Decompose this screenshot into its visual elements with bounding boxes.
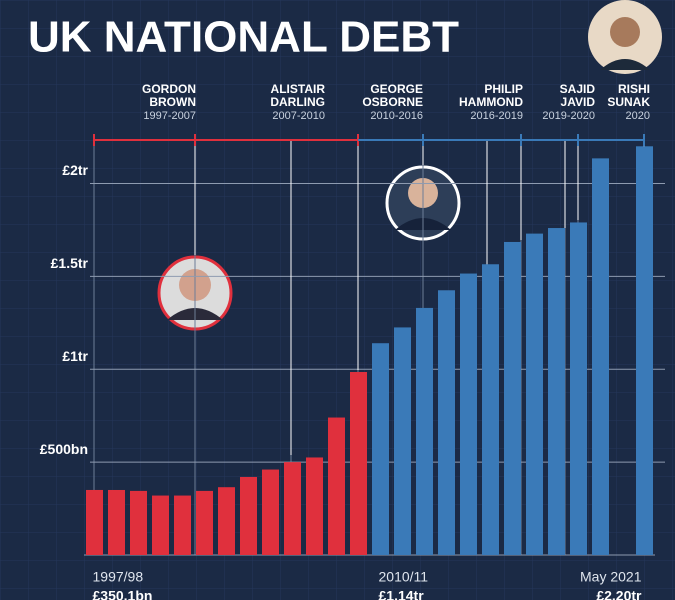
bar xyxy=(438,290,455,555)
bar xyxy=(196,490,213,555)
period-name: GORDON xyxy=(142,82,196,96)
period-years: 2007-2010 xyxy=(272,110,325,122)
bar xyxy=(636,146,653,556)
bar xyxy=(284,462,301,555)
value-label: £1.14tr xyxy=(379,588,425,600)
bar xyxy=(482,264,499,555)
period-years: 2019-2020 xyxy=(542,110,595,122)
period-name: GEORGE xyxy=(370,82,423,96)
x-tick-label: 1997/98 xyxy=(93,569,144,585)
x-tick-label: 2010/11 xyxy=(379,569,429,585)
bar xyxy=(218,487,235,555)
y-tick-label: £500bn xyxy=(40,441,88,457)
y-tick-label: £1.5tr xyxy=(51,255,89,271)
value-label: £2.20tr xyxy=(596,588,642,600)
bar xyxy=(460,273,477,555)
period-name: JAVID xyxy=(561,95,596,109)
bar xyxy=(262,469,279,555)
bar xyxy=(306,457,323,555)
chart-title: UK NATIONAL DEBT xyxy=(28,13,459,62)
period-name: PHILIP xyxy=(484,82,523,96)
period-name: OSBORNE xyxy=(362,95,423,109)
bar xyxy=(240,476,257,555)
bar xyxy=(130,490,147,555)
period-years: 2016-2019 xyxy=(470,110,523,122)
period-name: ALISTAIR xyxy=(271,82,326,96)
bar xyxy=(152,495,169,555)
bar xyxy=(416,307,433,555)
y-tick-label: £1tr xyxy=(62,348,88,364)
bar xyxy=(174,495,191,555)
photo-sunak xyxy=(588,0,662,74)
period-name: SAJID xyxy=(560,82,596,96)
bar xyxy=(548,228,565,555)
period-years: 2010-2016 xyxy=(370,110,423,122)
x-tick-label: May 2021 xyxy=(580,569,642,585)
period-name: SUNAK xyxy=(607,95,650,109)
bar xyxy=(592,158,609,555)
bar xyxy=(570,222,587,556)
y-tick-label: £2tr xyxy=(62,162,88,178)
period-years: 1997-2007 xyxy=(143,110,196,122)
period-name: BROWN xyxy=(149,95,196,109)
bar xyxy=(86,489,103,555)
value-label: £350.1bn xyxy=(93,588,153,600)
period-years: 2020 xyxy=(626,110,650,122)
bar xyxy=(394,327,411,555)
bar xyxy=(372,343,389,555)
bar xyxy=(108,489,125,555)
bar xyxy=(504,241,521,555)
bar xyxy=(328,417,345,555)
bar xyxy=(350,372,367,555)
bar xyxy=(526,233,543,556)
period-name: RISHI xyxy=(618,82,650,96)
period-name: DARLING xyxy=(270,95,325,109)
period-name: HAMMOND xyxy=(459,95,523,109)
